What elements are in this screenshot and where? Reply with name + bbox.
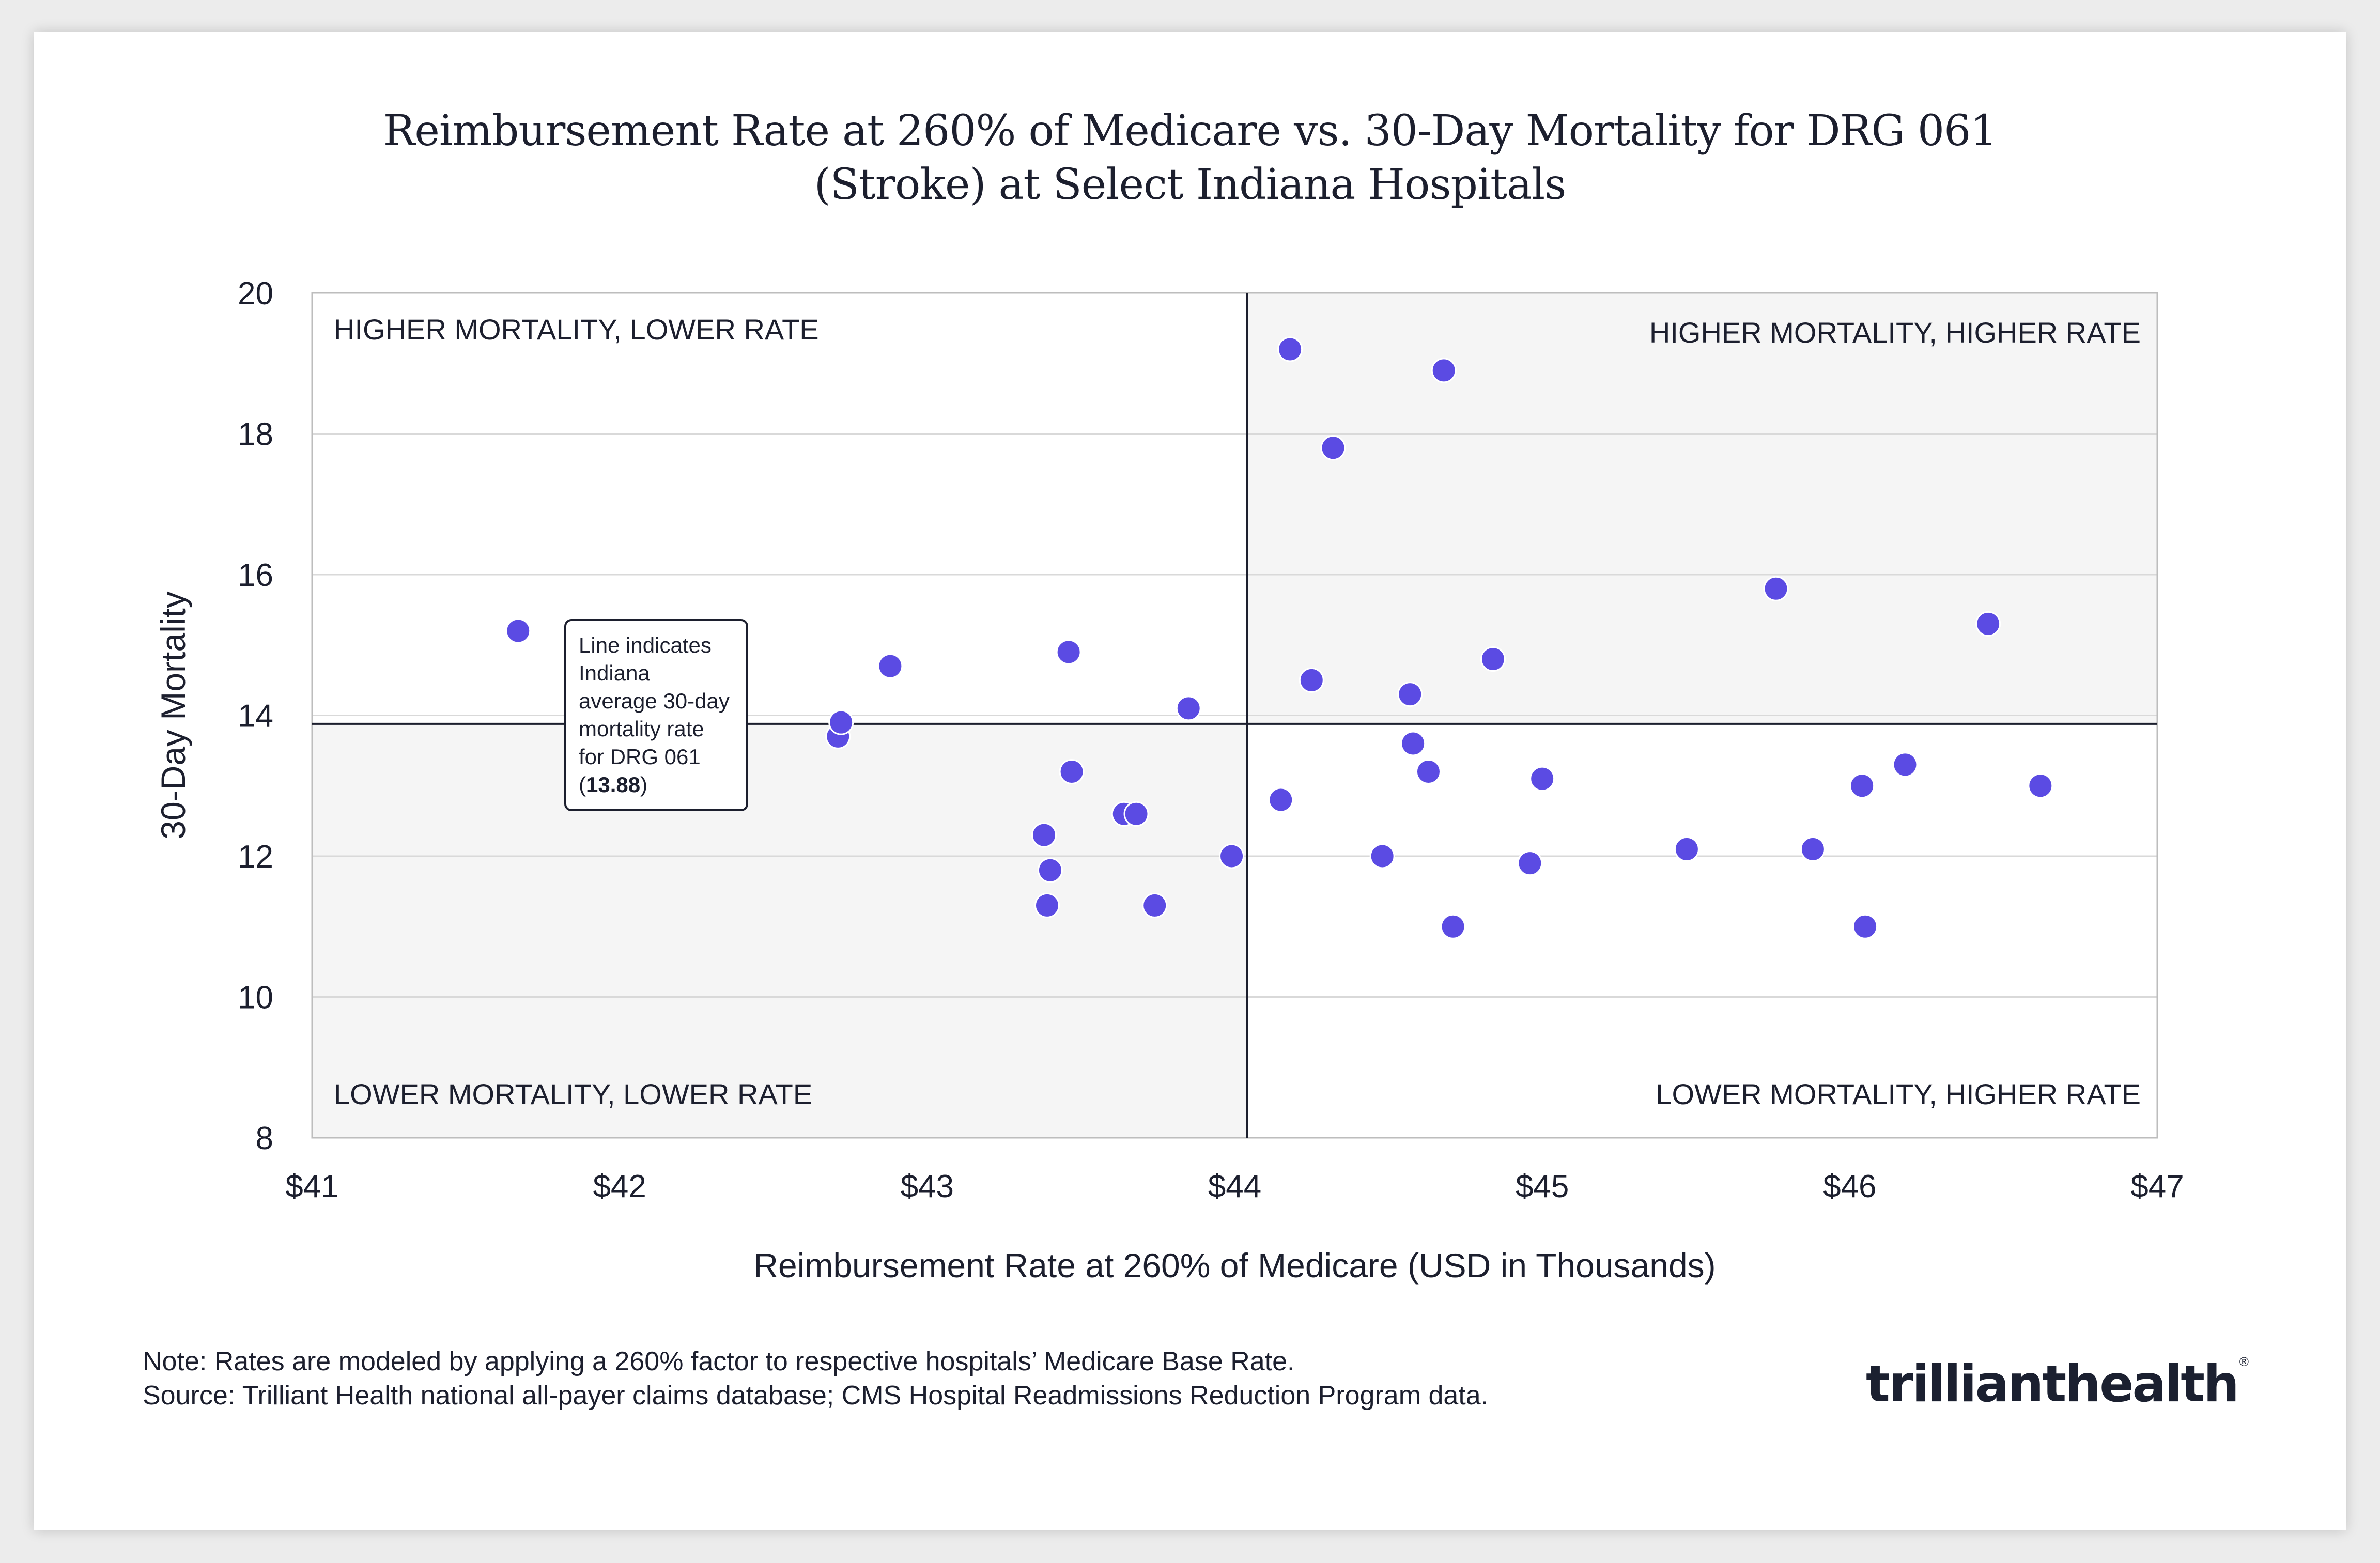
data-point bbox=[1031, 822, 1057, 848]
plot-border bbox=[311, 292, 2158, 1139]
scatter-chart: 8 10 12 14 16 18 20 $41 $42 $43 $44 $45 $46 $47 HIGHER… bbox=[154, 276, 2184, 1285]
x-tick-label: $42 bbox=[593, 1169, 646, 1204]
data-point bbox=[1142, 892, 1168, 918]
data-point bbox=[1400, 731, 1426, 756]
y-tick-label: 10 bbox=[238, 980, 273, 1016]
x-tick-label: $43 bbox=[901, 1169, 954, 1204]
callout-text: Line indicates Indiana average 30-day mo… bbox=[579, 633, 730, 797]
data-point bbox=[2028, 773, 2053, 799]
quadrant-label-bottom-left: LOWER MORTALITY, LOWER RATE bbox=[334, 1078, 812, 1110]
data-point bbox=[1219, 843, 1245, 869]
chart-title-line-2: (Stroke) at Select Indiana Hospitals bbox=[814, 160, 1567, 209]
shaded-quadrant-bottom-left bbox=[312, 723, 1247, 1138]
x-axis-title: Reimbursement Rate at 260% of Medicare (… bbox=[753, 1246, 1716, 1285]
y-axis-title: 30-Day Mortality bbox=[154, 591, 192, 839]
data-point bbox=[1975, 611, 2001, 637]
callout-value: 13.88 bbox=[586, 772, 641, 797]
data-point bbox=[1849, 773, 1875, 799]
data-point bbox=[1763, 576, 1789, 601]
data-point bbox=[1852, 914, 1878, 939]
y-tick-label: 8 bbox=[256, 1121, 273, 1156]
data-point bbox=[1800, 836, 1826, 862]
data-point bbox=[1034, 892, 1060, 918]
logo-part-1: trilliant bbox=[1866, 1355, 2066, 1414]
chart-title: Reimbursement Rate at 260% of Medicare v… bbox=[34, 104, 2346, 212]
logo-registered-mark: ® bbox=[2237, 1355, 2250, 1369]
data-point bbox=[1037, 857, 1063, 883]
y-tick-label: 20 bbox=[238, 276, 273, 312]
y-tick-label: 14 bbox=[238, 699, 273, 734]
y-tick-label: 16 bbox=[238, 558, 273, 593]
data-point bbox=[1529, 766, 1555, 792]
x-tick-label: $41 bbox=[285, 1169, 338, 1204]
data-point bbox=[828, 709, 854, 735]
logo-part-2: health bbox=[2065, 1355, 2239, 1414]
data-point bbox=[1440, 914, 1466, 939]
average-line-callout: Line indicates Indiana average 30-day mo… bbox=[564, 619, 748, 811]
chart-card: Reimbursement Rate at 260% of Medicare v… bbox=[34, 32, 2346, 1530]
footnote: Note: Rates are modeled by applying a 26… bbox=[143, 1344, 1488, 1413]
shaded-quadrant-top-right bbox=[1247, 293, 2157, 724]
data-point bbox=[1415, 759, 1441, 784]
quadrant-label-bottom-right: LOWER MORTALITY, HIGHER RATE bbox=[1656, 1078, 2141, 1110]
data-point bbox=[877, 653, 903, 679]
callout-suffix: ) bbox=[640, 772, 648, 797]
note-line: Note: Rates are modeled by applying a 26… bbox=[143, 1347, 1295, 1376]
data-point bbox=[1517, 850, 1543, 876]
quadrant-label-top-right: HIGHER MORTALITY, HIGHER RATE bbox=[1649, 316, 2141, 349]
data-point bbox=[1369, 843, 1395, 869]
data-point bbox=[1277, 336, 1303, 362]
data-point bbox=[1268, 787, 1294, 813]
data-point bbox=[505, 618, 531, 644]
quadrant-label-top-left: HIGHER MORTALITY, LOWER RATE bbox=[334, 313, 819, 346]
data-point bbox=[1176, 695, 1201, 721]
trilliant-health-logo: trillianthealth® bbox=[1866, 1355, 2250, 1414]
x-tick-label: $44 bbox=[1208, 1169, 1261, 1204]
source-line: Source: Trilliant Health national all-pa… bbox=[143, 1381, 1489, 1411]
chart-title-line-1: Reimbursement Rate at 260% of Medicare v… bbox=[383, 106, 1998, 156]
data-point bbox=[1892, 752, 1918, 778]
data-point bbox=[1059, 759, 1085, 784]
y-tick-label: 12 bbox=[238, 839, 273, 875]
data-point bbox=[1674, 836, 1699, 862]
data-point bbox=[1299, 667, 1324, 693]
data-point bbox=[1480, 646, 1506, 672]
x-tick-label: $47 bbox=[2130, 1169, 2184, 1204]
data-point bbox=[1320, 435, 1346, 461]
x-tick-label: $45 bbox=[1516, 1169, 1569, 1204]
data-point bbox=[1431, 358, 1457, 383]
data-point bbox=[1397, 682, 1423, 707]
y-tick-label: 18 bbox=[238, 417, 273, 453]
x-tick-label: $46 bbox=[1823, 1169, 1876, 1204]
data-point bbox=[1056, 639, 1081, 665]
data-point bbox=[1123, 801, 1149, 827]
